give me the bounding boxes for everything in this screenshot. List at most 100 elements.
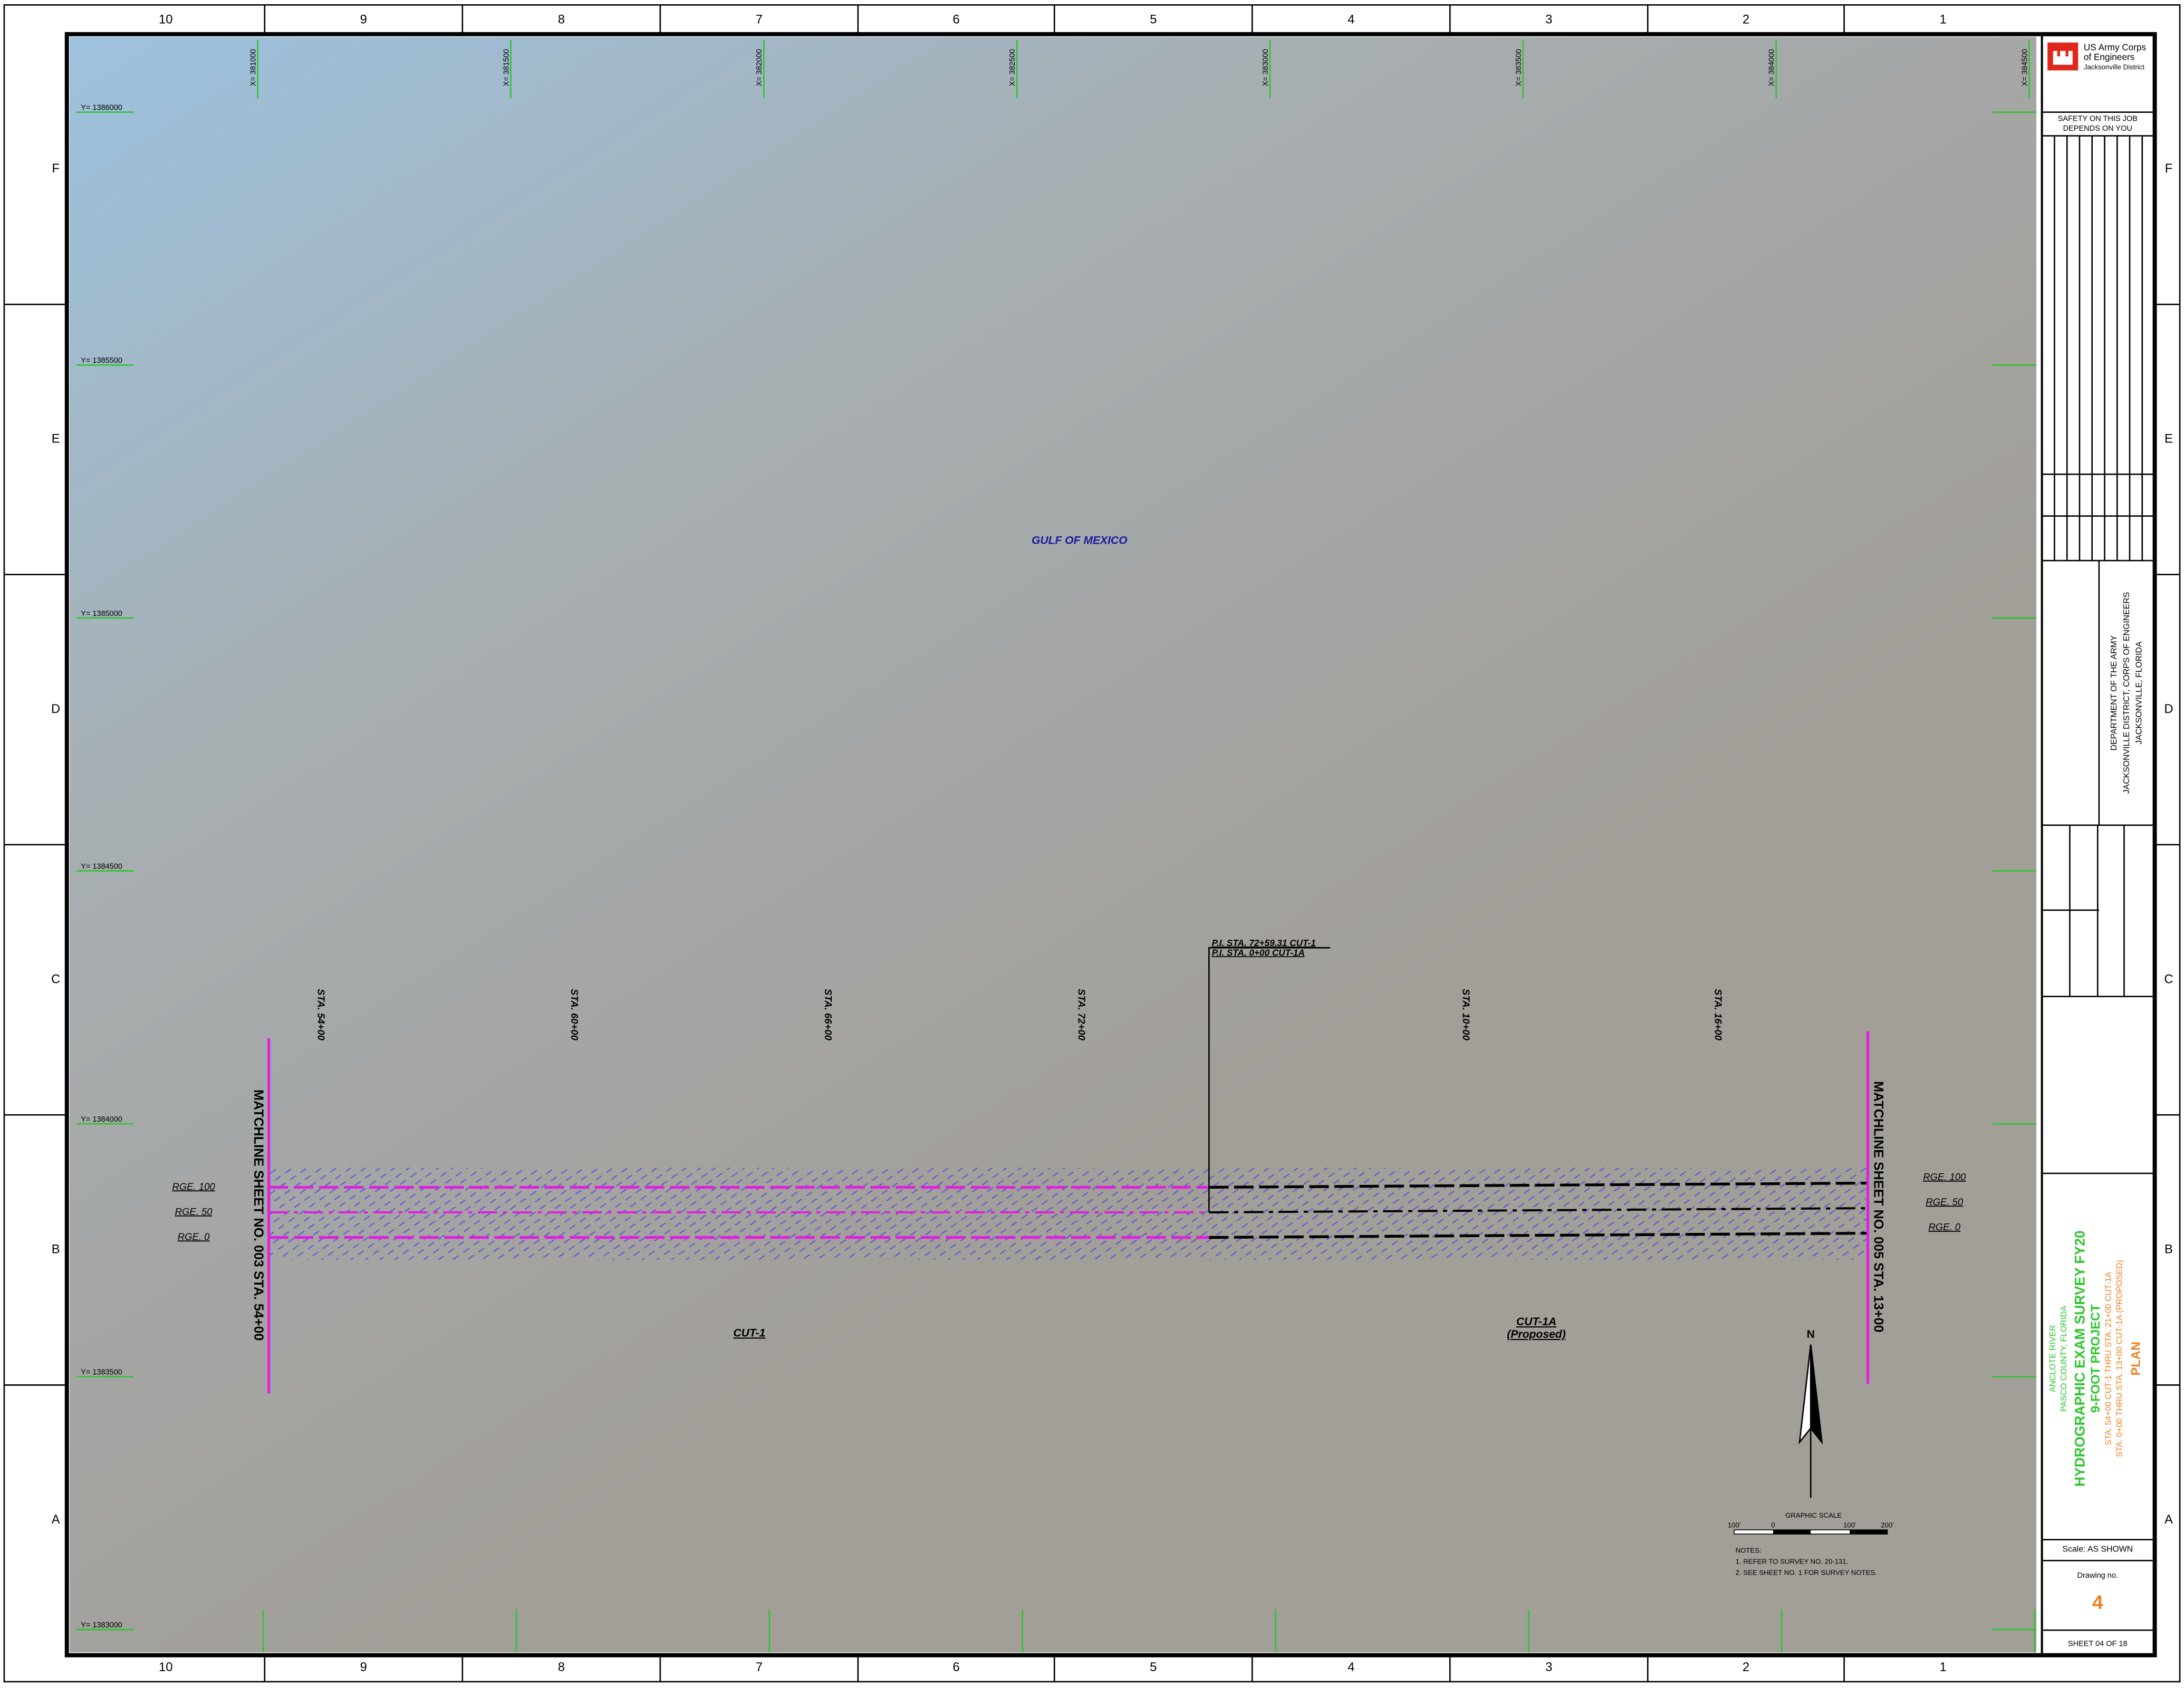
- range-label: RGE. 50: [1926, 1196, 1964, 1207]
- row-label: F: [52, 161, 60, 176]
- row-label: B: [2164, 1242, 2173, 1257]
- column-label: 8: [558, 13, 565, 27]
- x-grid-label: X= 381000: [249, 49, 257, 86]
- column-label: 6: [953, 1660, 959, 1674]
- safety-line: DEPENDS ON YOU: [2063, 124, 2132, 133]
- outer-border: [3, 4, 2181, 1683]
- title-block-frame: [2042, 42, 2155, 1631]
- x-grid-label: X= 383000: [1262, 49, 1270, 86]
- row-label: D: [2164, 702, 2173, 716]
- department-line: JACKSONVILLE, FLORIDA: [2135, 641, 2144, 745]
- pi-label: P.I. STA. 0+00 CUT-1A: [1212, 947, 1305, 958]
- station-label: STA. 72+00: [1076, 989, 1087, 1040]
- sheet-number: SHEET 04 OF 18: [2068, 1640, 2128, 1648]
- x-grid-label: X= 381500: [502, 49, 511, 86]
- matchline-label: MATCHLINE SHEET NO. 005 STA. 13+00: [1871, 1081, 1885, 1332]
- title-line: STA. 54+00 CUT-1 THRU STA. 21+00 CUT-1A: [2104, 1271, 2113, 1445]
- column-label: 9: [360, 1660, 367, 1674]
- drawing-label: Drawing no.: [2077, 1571, 2118, 1580]
- y-grid-label: Y= 1385000: [81, 610, 122, 618]
- scale-note: Scale: AS SHOWN: [2062, 1545, 2133, 1554]
- north-label: N: [1807, 1328, 1815, 1340]
- y-grid-label: Y= 1386000: [81, 104, 122, 112]
- cut-label: CUT-1: [733, 1327, 765, 1339]
- column-label: 1: [1940, 1660, 1947, 1674]
- water-label: GULF OF MEXICO: [1032, 535, 1128, 547]
- row-label: C: [2164, 972, 2173, 986]
- title-line: STA. 0+00 THRU STA. 13+00 CUT-1A (PROPOS…: [2115, 1260, 2124, 1457]
- department-line: DEPARTMENT OF THE ARMY: [2110, 635, 2119, 750]
- org-name: Jacksonville District: [2084, 63, 2144, 71]
- note-line: NOTES:: [1736, 1546, 1762, 1554]
- column-label: 4: [1348, 1660, 1354, 1674]
- scale-tick-label: 100': [1843, 1521, 1856, 1529]
- column-label: 2: [1743, 1660, 1749, 1674]
- range-label: RGE. 100: [1923, 1171, 1966, 1182]
- x-grid-label: X= 382000: [755, 49, 764, 86]
- x-grid-label: X= 384000: [1768, 49, 1776, 86]
- y-grid-label: Y= 1384500: [81, 862, 122, 871]
- scale-tick-label: 0: [1771, 1521, 1775, 1529]
- row-label: A: [52, 1512, 60, 1527]
- x-grid-label: X= 382500: [1008, 49, 1017, 86]
- title-line: 9-FOOT PROJECT: [2089, 1304, 2103, 1413]
- note-line: 2. SEE SHEET NO. 1 FOR SURVEY NOTES.: [1736, 1569, 1877, 1577]
- matchline-label: MATCHLINE SHEET NO. 003 STA. 54+00: [251, 1089, 266, 1340]
- row-label: E: [52, 432, 60, 446]
- column-label: 9: [360, 13, 367, 27]
- column-label: 5: [1150, 13, 1157, 27]
- column-label: 4: [1348, 13, 1354, 27]
- row-label: F: [2165, 161, 2173, 176]
- row-label: A: [2164, 1512, 2173, 1527]
- column-label: 5: [1150, 1660, 1157, 1674]
- org-name: of Engineers: [2084, 52, 2134, 62]
- row-label: C: [51, 972, 60, 986]
- column-label: 8: [558, 1660, 565, 1674]
- column-label: 6: [953, 13, 959, 27]
- row-label: B: [52, 1242, 60, 1257]
- scale-tick-label: 100': [1728, 1521, 1741, 1529]
- drawing-number: 4: [2092, 1591, 2103, 1613]
- column-label: 7: [756, 1660, 763, 1674]
- north-arrow: [1798, 1344, 1823, 1498]
- column-label: 3: [1545, 13, 1552, 27]
- column-label: 10: [159, 13, 172, 27]
- column-label: 7: [756, 13, 763, 27]
- y-grid-label: Y= 1385500: [81, 356, 122, 365]
- range-label: RGE. 50: [175, 1206, 213, 1217]
- scale-title: GRAPHIC SCALE: [1785, 1511, 1842, 1519]
- x-grid-label: X= 384500: [2021, 49, 2029, 86]
- sounding-band: [268, 1168, 1868, 1260]
- channel: [267, 947, 1870, 1394]
- range-label: RGE. 0: [1928, 1221, 1960, 1232]
- org-name: US Army Corps: [2084, 42, 2146, 53]
- y-grid-label: Y= 1384000: [81, 1115, 122, 1124]
- station-label: STA. 54+00: [316, 989, 327, 1040]
- note-line: 1. REFER TO SURVEY NO. 20-131.: [1736, 1557, 1849, 1565]
- y-grid-label: Y= 1383500: [81, 1368, 122, 1377]
- column-label: 3: [1545, 1660, 1552, 1674]
- station-label: STA. 66+00: [823, 989, 834, 1040]
- title-line: ANCLOTE RIVER: [2048, 1325, 2057, 1393]
- column-label: 10: [159, 1660, 172, 1674]
- station-label: STA. 60+00: [569, 989, 580, 1040]
- title-line: HYDROGRAPHIC EXAM SURVEY FY20: [2072, 1230, 2088, 1487]
- pi-label: P.I. STA. 72+59.31 CUT-1: [1212, 938, 1316, 948]
- aerial-image: [70, 37, 2037, 1653]
- range-label: RGE. 100: [172, 1181, 216, 1192]
- cut-label: CUT-1A: [1516, 1316, 1556, 1328]
- title-line: PLAN: [2129, 1342, 2143, 1376]
- column-label: 2: [1743, 13, 1749, 27]
- row-label: E: [2164, 432, 2173, 446]
- range-label: RGE. 0: [178, 1231, 210, 1242]
- station-label: STA. 10+00: [1460, 989, 1471, 1040]
- station-label: STA. 16+00: [1712, 989, 1724, 1040]
- scale-tick-label: 200': [1881, 1521, 1894, 1529]
- safety-line: SAFETY ON THIS JOB: [2058, 115, 2138, 123]
- department-line: JACKSONVILLE DISTRICT, CORPS OF ENGINEER…: [2122, 592, 2131, 794]
- row-label: D: [51, 702, 60, 716]
- cut-label: (Proposed): [1507, 1328, 1565, 1340]
- column-label: 1: [1940, 13, 1947, 27]
